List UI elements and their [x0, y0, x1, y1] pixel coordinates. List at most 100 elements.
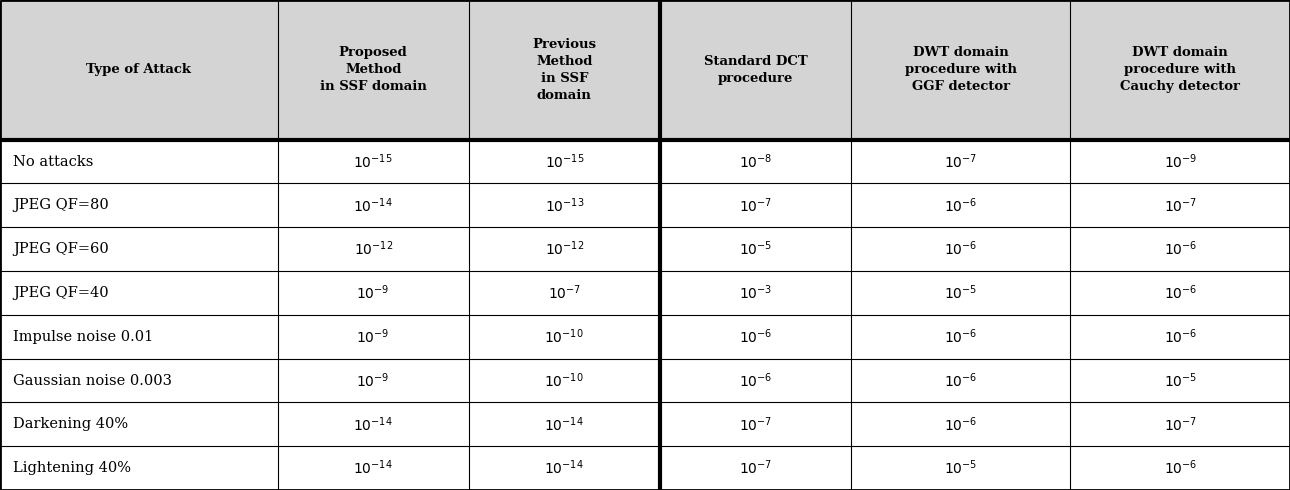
Bar [1071, 183, 1290, 227]
Text: $10^{-5}$: $10^{-5}$ [1164, 371, 1197, 390]
Text: $10^{-7}$: $10^{-7}$ [1164, 196, 1197, 215]
Bar [0, 183, 277, 227]
Text: $10^{-14}$: $10^{-14}$ [544, 459, 584, 477]
Bar [277, 227, 468, 271]
Text: $10^{-5}$: $10^{-5}$ [944, 459, 978, 477]
Text: $10^{-7}$: $10^{-7}$ [1164, 415, 1197, 434]
Text: JPEG QF=80: JPEG QF=80 [13, 198, 108, 212]
Text: Darkening 40%: Darkening 40% [13, 417, 128, 431]
Bar [851, 227, 1071, 271]
Bar [277, 446, 468, 490]
Bar [277, 271, 468, 315]
Bar [0, 446, 277, 490]
Text: $10^{-15}$: $10^{-15}$ [544, 152, 584, 171]
Text: $10^{-9}$: $10^{-9}$ [1164, 152, 1197, 171]
Text: Proposed
Method
in SSF domain: Proposed Method in SSF domain [320, 47, 427, 93]
Text: $10^{-12}$: $10^{-12}$ [353, 240, 393, 258]
Bar [851, 183, 1071, 227]
Bar [468, 140, 660, 183]
Text: $10^{-12}$: $10^{-12}$ [544, 240, 584, 258]
Bar [0, 402, 277, 446]
Text: JPEG QF=40: JPEG QF=40 [13, 286, 108, 300]
Bar [660, 315, 851, 359]
Text: $10^{-5}$: $10^{-5}$ [739, 240, 773, 258]
Bar [0, 0, 277, 140]
Bar [468, 0, 660, 140]
Text: $10^{-10}$: $10^{-10}$ [544, 371, 584, 390]
Text: $10^{-14}$: $10^{-14}$ [353, 415, 393, 434]
Text: $10^{-14}$: $10^{-14}$ [544, 415, 584, 434]
Text: JPEG QF=60: JPEG QF=60 [13, 242, 108, 256]
Text: DWT domain
procedure with
GGF detector: DWT domain procedure with GGF detector [904, 47, 1017, 93]
Text: $10^{-5}$: $10^{-5}$ [944, 284, 978, 302]
Bar [660, 446, 851, 490]
Bar [468, 359, 660, 402]
Text: Gaussian noise 0.003: Gaussian noise 0.003 [13, 373, 172, 388]
Bar [0, 359, 277, 402]
Text: DWT domain
procedure with
Cauchy detector: DWT domain procedure with Cauchy detecto… [1120, 47, 1240, 93]
Bar [660, 271, 851, 315]
Text: $10^{-3}$: $10^{-3}$ [739, 284, 771, 302]
Bar [1071, 227, 1290, 271]
Text: $10^{-7}$: $10^{-7}$ [548, 284, 580, 302]
Bar [851, 446, 1071, 490]
Bar [851, 402, 1071, 446]
Bar [1071, 0, 1290, 140]
Text: $10^{-6}$: $10^{-6}$ [944, 240, 978, 258]
Text: $10^{-6}$: $10^{-6}$ [1164, 327, 1197, 346]
Text: $10^{-6}$: $10^{-6}$ [1164, 459, 1197, 477]
Text: $10^{-6}$: $10^{-6}$ [1164, 284, 1197, 302]
Text: Lightening 40%: Lightening 40% [13, 461, 130, 475]
Text: $10^{-15}$: $10^{-15}$ [353, 152, 393, 171]
Text: $10^{-6}$: $10^{-6}$ [944, 415, 978, 434]
Bar [277, 183, 468, 227]
Bar [851, 315, 1071, 359]
Bar [0, 315, 277, 359]
Bar [660, 0, 851, 140]
Text: $10^{-9}$: $10^{-9}$ [356, 284, 390, 302]
Text: $10^{-6}$: $10^{-6}$ [739, 371, 773, 390]
Bar [1071, 140, 1290, 183]
Bar [0, 140, 277, 183]
Bar [1071, 402, 1290, 446]
Text: Type of Attack: Type of Attack [86, 63, 191, 76]
Text: $10^{-6}$: $10^{-6}$ [944, 371, 978, 390]
Bar [277, 140, 468, 183]
Bar [851, 140, 1071, 183]
Bar [468, 402, 660, 446]
Bar [851, 271, 1071, 315]
Bar [660, 183, 851, 227]
Text: $10^{-6}$: $10^{-6}$ [739, 327, 773, 346]
Text: Previous
Method
in SSF
domain: Previous Method in SSF domain [533, 38, 596, 102]
Bar [277, 0, 468, 140]
Text: $10^{-7}$: $10^{-7}$ [739, 459, 771, 477]
Bar [660, 402, 851, 446]
Text: $10^{-7}$: $10^{-7}$ [944, 152, 978, 171]
Text: $10^{-6}$: $10^{-6}$ [1164, 240, 1197, 258]
Text: $10^{-6}$: $10^{-6}$ [944, 196, 978, 215]
Bar [1071, 315, 1290, 359]
Bar [0, 227, 277, 271]
Text: Standard DCT
procedure: Standard DCT procedure [703, 55, 808, 85]
Text: $10^{-9}$: $10^{-9}$ [356, 327, 390, 346]
Text: $10^{-6}$: $10^{-6}$ [944, 327, 978, 346]
Text: $10^{-7}$: $10^{-7}$ [739, 415, 771, 434]
Bar [468, 183, 660, 227]
Text: $10^{-14}$: $10^{-14}$ [353, 459, 393, 477]
Bar [851, 0, 1071, 140]
Bar [660, 227, 851, 271]
Text: $10^{-9}$: $10^{-9}$ [356, 371, 390, 390]
Bar [1071, 446, 1290, 490]
Text: $10^{-13}$: $10^{-13}$ [544, 196, 584, 215]
Text: $10^{-14}$: $10^{-14}$ [353, 196, 393, 215]
Bar [277, 315, 468, 359]
Bar [0, 271, 277, 315]
Bar [468, 271, 660, 315]
Bar [660, 359, 851, 402]
Text: $10^{-8}$: $10^{-8}$ [739, 152, 773, 171]
Bar [851, 359, 1071, 402]
Bar [1071, 359, 1290, 402]
Bar [277, 359, 468, 402]
Bar [468, 315, 660, 359]
Text: $10^{-10}$: $10^{-10}$ [544, 327, 584, 346]
